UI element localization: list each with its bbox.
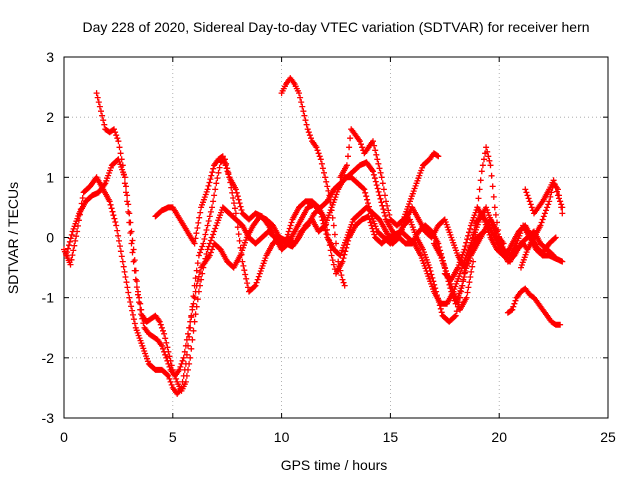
series-markers: [522, 177, 566, 217]
series-markers: [441, 204, 531, 283]
series-trace-9: [504, 285, 564, 328]
series-trace-10: [518, 180, 566, 271]
data-series: [61, 75, 566, 397]
series-trace-1: [61, 156, 566, 397]
y-tick-label: 1: [46, 169, 54, 185]
chart-title: Day 228 of 2020, Sidereal Day-to-day VTE…: [82, 19, 589, 35]
series-trace-8: [441, 204, 531, 283]
y-tick-label: -2: [42, 350, 55, 366]
series-markers: [518, 180, 566, 271]
series-trace-5: [278, 75, 348, 289]
series-trace-3: [63, 156, 557, 394]
series-trace-4: [152, 153, 487, 271]
x-tick-label: 0: [60, 429, 68, 445]
x-tick-label: 20: [491, 429, 507, 445]
y-tick-label: 0: [46, 230, 54, 246]
y-tick-label: -1: [42, 290, 55, 306]
series-markers: [61, 156, 566, 397]
y-tick-label: 3: [46, 49, 54, 65]
x-tick-label: 10: [274, 429, 290, 445]
series-trace-6: [337, 126, 442, 229]
series-markers: [278, 75, 348, 289]
x-tick-label: 15: [383, 429, 399, 445]
series-markers: [152, 153, 487, 271]
y-tick-label: -3: [42, 410, 55, 426]
x-axis: 0 5 10 15 20 25: [60, 57, 616, 445]
x-tick-label: 25: [600, 429, 616, 445]
series-markers: [63, 156, 557, 394]
y-axis: -3 -2 -1 0 1 2 3: [42, 49, 608, 426]
x-axis-label: GPS time / hours: [281, 457, 388, 473]
series-markers: [504, 285, 564, 328]
y-axis-label: SDTVAR / TECUs: [5, 182, 21, 294]
y-tick-label: 2: [46, 109, 54, 125]
series-trace-11: [522, 177, 566, 217]
x-tick-label: 5: [169, 429, 177, 445]
series-markers: [337, 126, 442, 229]
